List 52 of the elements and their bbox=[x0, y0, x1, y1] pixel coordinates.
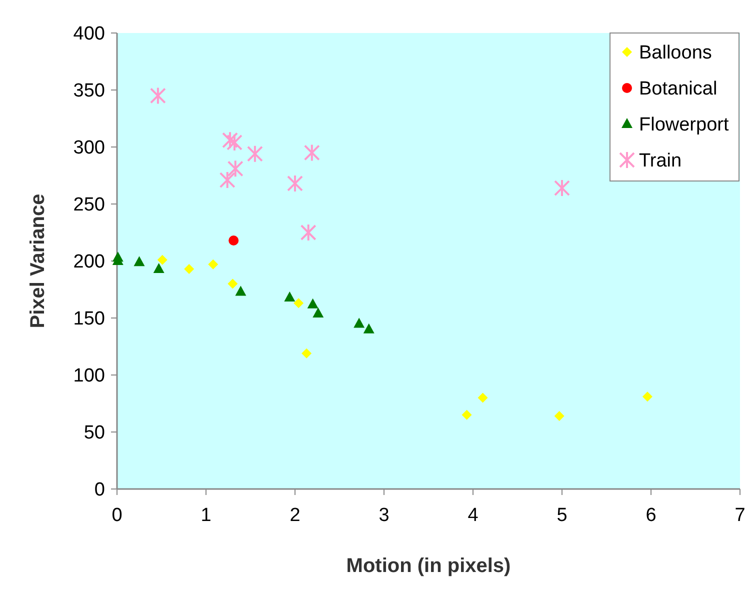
x-tick-label: 6 bbox=[646, 505, 656, 526]
y-tick-label: 400 bbox=[73, 24, 105, 45]
point bbox=[153, 262, 164, 273]
point bbox=[228, 278, 238, 289]
y-tick-label: 350 bbox=[73, 80, 105, 102]
point bbox=[354, 318, 365, 328]
x-tick-label: 3 bbox=[378, 505, 390, 526]
y-tick-label: 50 bbox=[84, 422, 105, 444]
point bbox=[554, 179, 570, 198]
legend-label: Flowerport bbox=[639, 114, 730, 136]
legend-label: Train bbox=[639, 150, 682, 172]
point bbox=[226, 133, 242, 152]
y-tick-label: 100 bbox=[73, 366, 105, 387]
x-tick-label: 0 bbox=[112, 505, 122, 526]
point bbox=[208, 259, 218, 270]
point bbox=[284, 291, 296, 302]
x-tick-label: 2 bbox=[290, 505, 300, 526]
point bbox=[554, 411, 564, 422]
point bbox=[222, 131, 238, 150]
point bbox=[304, 144, 320, 162]
point bbox=[294, 298, 304, 308]
point bbox=[462, 410, 472, 420]
legend-label: Balloons bbox=[639, 42, 712, 64]
point bbox=[157, 254, 168, 265]
point bbox=[246, 144, 263, 163]
y-tick-label: 200 bbox=[73, 252, 105, 273]
x-axis-title: Motion (in pixels) bbox=[346, 555, 511, 577]
point bbox=[307, 298, 318, 308]
legend-label: Botanical bbox=[639, 78, 718, 100]
point bbox=[302, 348, 312, 358]
point bbox=[184, 264, 194, 274]
point bbox=[642, 392, 652, 402]
x-tick-label: 4 bbox=[468, 505, 479, 526]
y-tick-label: 150 bbox=[73, 308, 105, 330]
y-tick-label: 0 bbox=[94, 480, 105, 501]
point bbox=[134, 256, 145, 266]
point bbox=[300, 224, 316, 242]
y-tick-label: 250 bbox=[73, 194, 105, 216]
x-tick-label: 7 bbox=[734, 505, 746, 526]
point bbox=[227, 160, 244, 178]
y-axis-title: Pixel Variance bbox=[27, 194, 49, 328]
point bbox=[228, 235, 239, 246]
point bbox=[235, 286, 246, 296]
point bbox=[478, 392, 488, 403]
y-tick-label: 300 bbox=[73, 138, 105, 159]
x-tick-label: 1 bbox=[200, 505, 212, 526]
point bbox=[363, 323, 374, 334]
point bbox=[287, 174, 303, 192]
point bbox=[219, 171, 236, 190]
x-tick-label: 5 bbox=[556, 505, 568, 526]
point bbox=[312, 307, 324, 318]
point bbox=[150, 86, 166, 105]
